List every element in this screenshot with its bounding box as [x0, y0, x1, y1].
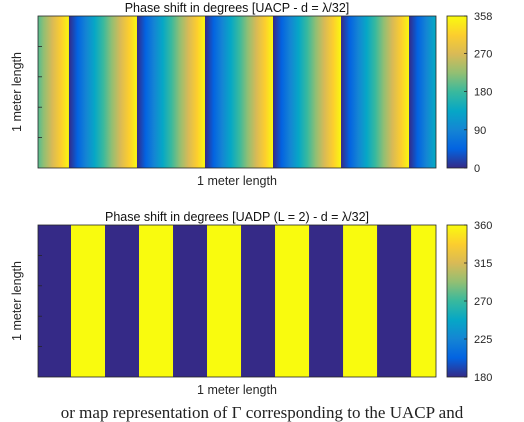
- colorbar-tick-label: 315: [474, 258, 492, 270]
- x-axis-label: 1 meter length: [197, 383, 277, 397]
- colorbar-tick-label: 180: [474, 87, 492, 99]
- heatmap-cells: [38, 225, 436, 377]
- figure-caption: or map representation of Γ corresponding…: [0, 400, 524, 422]
- phase-stripe: [273, 16, 342, 168]
- phase-stripe: [38, 16, 70, 168]
- phase-stripe: [68, 16, 138, 168]
- phase-stripe-high: [275, 225, 310, 377]
- phase-stripe: [409, 16, 436, 168]
- phase-stripe: [136, 16, 206, 168]
- colorbar-tick-label: 0: [474, 163, 480, 175]
- phase-stripe: [341, 16, 410, 168]
- phase-stripe-low: [105, 225, 140, 377]
- colorbar-gradient: [447, 16, 467, 168]
- plot-frame: [37, 224, 437, 378]
- plot-title: Phase shift in degrees [UADP (L = 2) - d…: [105, 210, 369, 224]
- colorbar-tick-label: 270: [474, 48, 492, 60]
- phase-stripe-low: [377, 225, 412, 377]
- phase-stripe-high: [343, 225, 378, 377]
- plot-frame: [37, 15, 437, 169]
- phase-stripe-high: [411, 225, 436, 377]
- phase-stripe: [204, 16, 274, 168]
- phase-stripe-low: [38, 225, 72, 377]
- colorbar-tick-label: 90: [474, 125, 486, 137]
- heatmap-panel-1: Phase shift in degrees [UACP - d = λ/32]…: [10, 1, 492, 188]
- phase-stripe-low: [173, 225, 208, 377]
- phase-stripe-high: [207, 225, 242, 377]
- colorbar-tick-label: 225: [474, 334, 492, 346]
- y-axis-label: 1 meter length: [10, 261, 24, 341]
- y-axis-label: 1 meter length: [10, 52, 24, 132]
- colorbar-tick-label: 358: [474, 11, 492, 23]
- x-axis-label: 1 meter length: [197, 174, 277, 188]
- heatmap-cells: [38, 16, 436, 168]
- phase-stripe-low: [309, 225, 344, 377]
- colorbar-gradient: [447, 225, 467, 377]
- colorbar-tick-label: 360: [474, 220, 492, 232]
- colorbar: 180 225 270 315 360: [446, 220, 492, 384]
- figure-canvas: Phase shift in degrees [UACP - d = λ/32]…: [10, 1, 492, 397]
- colorbar-tick-label: 180: [474, 372, 492, 384]
- colorbar-tick-label: 270: [474, 296, 492, 308]
- phase-stripe-low: [241, 225, 276, 377]
- phase-stripe-high: [70, 225, 106, 377]
- heatmap-panel-2: Phase shift in degrees [UADP (L = 2) - d…: [10, 210, 492, 397]
- plot-title: Phase shift in degrees [UACP - d = λ/32]: [125, 1, 350, 15]
- phase-stripe-high: [139, 225, 174, 377]
- colorbar-frame: [446, 15, 468, 169]
- caption-text: or map representation of Γ corresponding…: [60, 403, 464, 422]
- colorbar: 0 90 180 270 358: [446, 11, 492, 175]
